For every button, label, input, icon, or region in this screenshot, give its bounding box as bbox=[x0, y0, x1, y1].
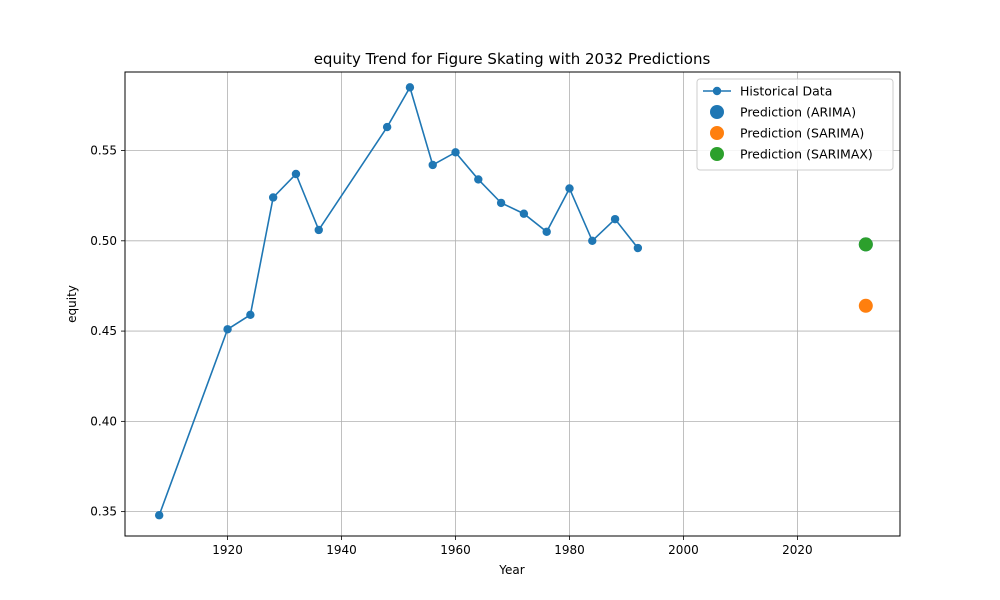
historical-data-point bbox=[633, 243, 643, 253]
chart-title: equity Trend for Figure Skating with 203… bbox=[314, 50, 711, 68]
legend-box bbox=[696, 78, 894, 171]
legend-marker-swatch bbox=[710, 105, 724, 119]
legend-label: Prediction (SARIMAX) bbox=[740, 147, 873, 162]
legend-label: Historical Data bbox=[740, 84, 832, 99]
legend-label: Prediction (ARIMA) bbox=[740, 105, 856, 120]
historical-data-point bbox=[428, 160, 437, 170]
historical-data-point bbox=[223, 325, 232, 334]
x-tick-label: 1940 bbox=[326, 543, 357, 557]
historical-data-point bbox=[154, 511, 164, 520]
x-tick-label: 1980 bbox=[554, 543, 585, 557]
x-tick-label: 2000 bbox=[668, 543, 699, 557]
historical-data-line bbox=[158, 85, 639, 516]
y-tick-label: 0.55 bbox=[90, 144, 117, 158]
x-tick-label: 1920 bbox=[212, 543, 243, 557]
legend-label: Prediction (SARIMA) bbox=[740, 126, 864, 141]
legend: Historical Data Prediction (ARIMA) Predict… bbox=[696, 78, 894, 171]
prediction-point bbox=[858, 298, 873, 313]
historical-data-point bbox=[291, 169, 301, 179]
axis-ticks: 1920 1940 1960 1980 2000 2020 0.35 0.40 0.45 0.50… bbox=[90, 144, 812, 557]
y-tick-label: 0.50 bbox=[90, 234, 117, 248]
x-tick-label: 2020 bbox=[782, 543, 813, 557]
y-tick-label: 0.40 bbox=[90, 414, 117, 428]
historical-data-point bbox=[474, 175, 483, 184]
historical-data-point bbox=[610, 214, 620, 224]
legend-marker-swatch bbox=[712, 86, 722, 96]
plot-marks bbox=[154, 83, 873, 520]
historical-data-point bbox=[314, 225, 323, 235]
historical-data-point bbox=[565, 184, 574, 193]
historical-data-point bbox=[405, 83, 415, 92]
y-tick-label: 0.45 bbox=[90, 324, 117, 338]
y-tick-label: 0.35 bbox=[90, 505, 117, 519]
historical-data-point bbox=[268, 193, 278, 202]
legend-marker-swatch bbox=[710, 147, 724, 161]
historical-data-point bbox=[382, 122, 392, 132]
historical-data-point bbox=[588, 236, 597, 246]
prediction-point bbox=[858, 237, 873, 252]
x-tick-label: 1960 bbox=[440, 543, 471, 557]
historical-data-point bbox=[542, 227, 551, 236]
historical-data-point bbox=[496, 198, 506, 208]
historical-data-point bbox=[246, 310, 255, 320]
y-axis-label: equity bbox=[65, 285, 79, 323]
legend-marker-swatch bbox=[710, 126, 724, 140]
historical-data-point bbox=[519, 209, 529, 218]
plot-frame bbox=[124, 71, 901, 537]
historical-data-point bbox=[451, 148, 460, 157]
x-axis-label: Year bbox=[498, 563, 524, 577]
